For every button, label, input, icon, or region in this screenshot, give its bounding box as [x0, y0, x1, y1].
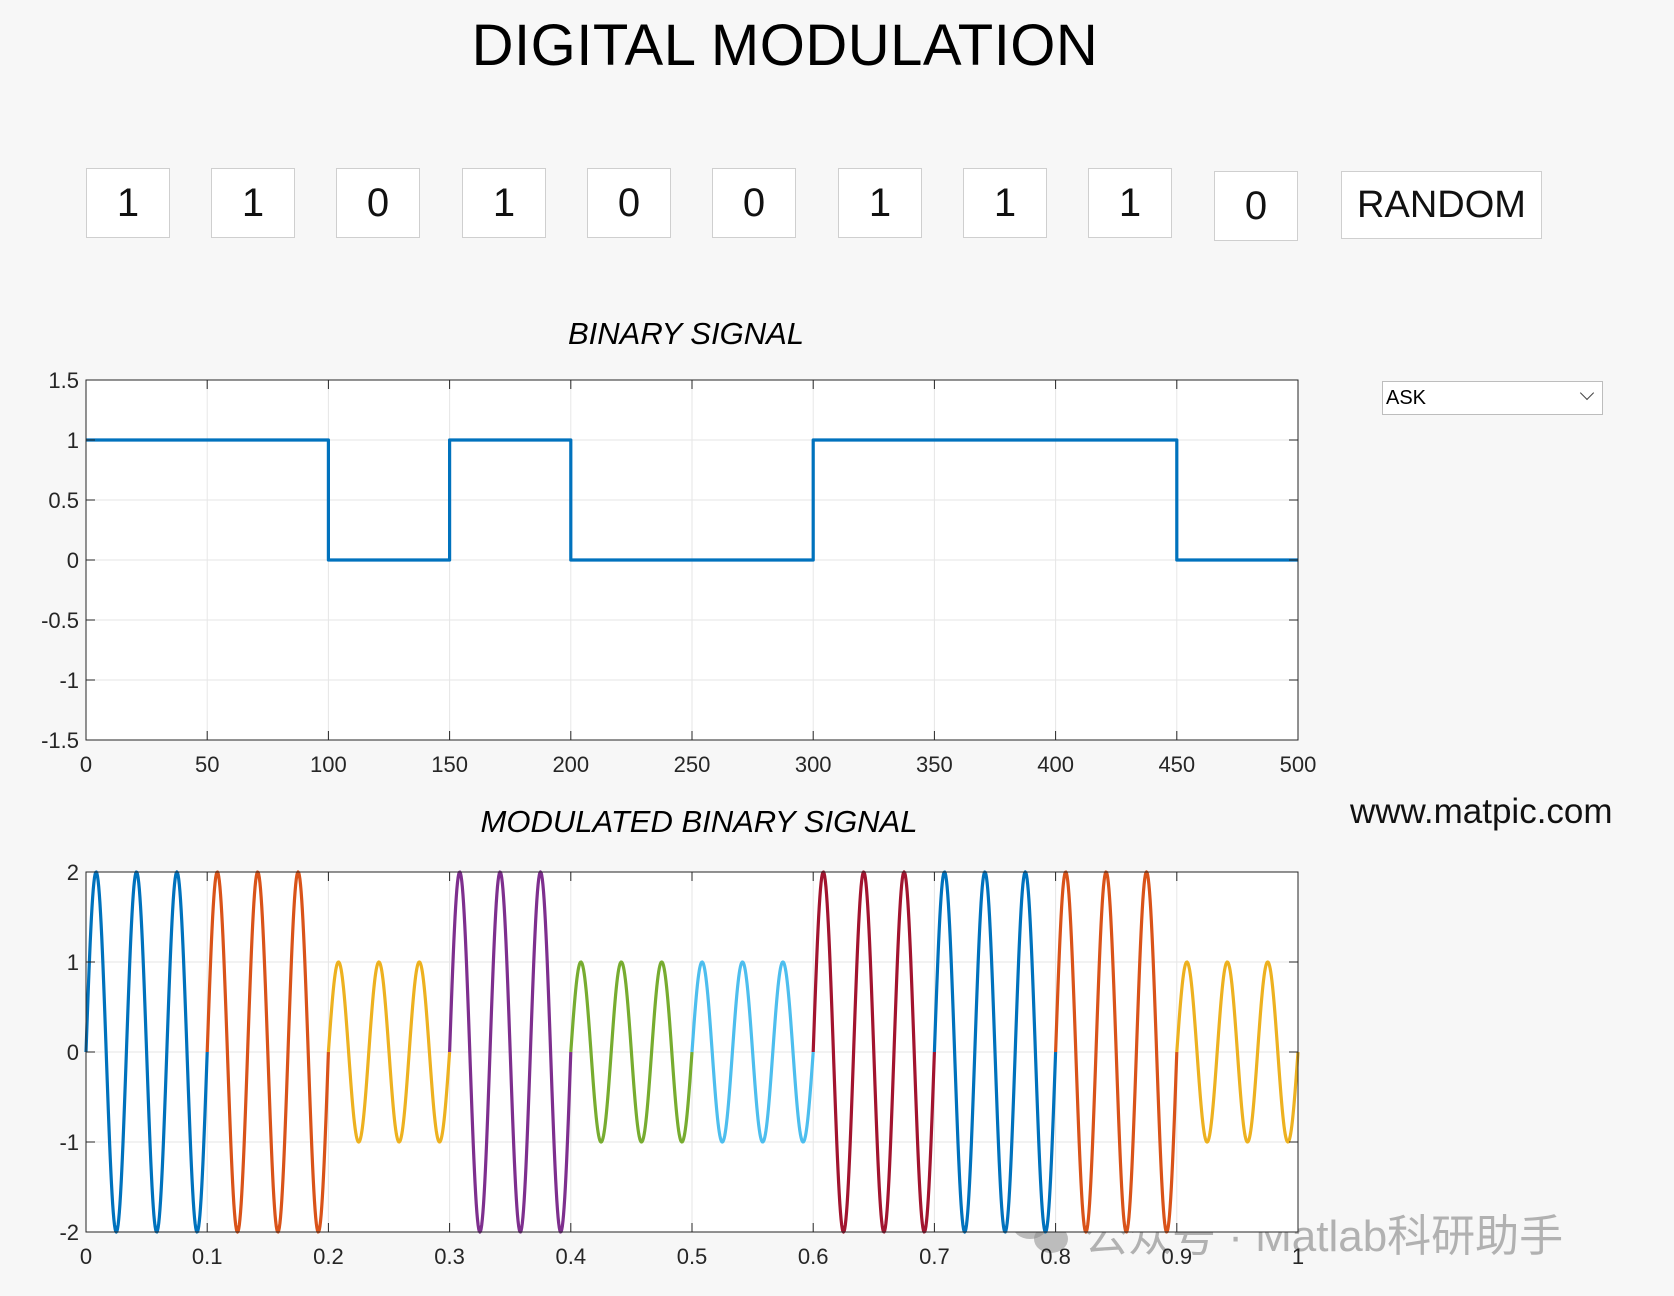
bit-field-6[interactable]: 0 — [712, 168, 796, 238]
modulated-segment-1 — [84, 870, 209, 1234]
x-tick-label: 0.2 — [313, 1244, 344, 1269]
binary-signal-chart: 0 50 100 150 200 250 300 350 400 450 500 1.5 1 0.5 0 -0… — [41, 316, 1316, 777]
modulated-segment-8 — [932, 870, 1058, 1234]
y-tick-label: -0.5 — [41, 608, 79, 633]
x-tick-label: 0.1 — [192, 1244, 223, 1269]
modulated-signal-chart: 0 0.1 0.2 0.3 0.4 0.5 0.6 0.7 0.8 0.9 1 2 1 0 -1 -2 MODU… — [59, 804, 1304, 1269]
x-tick-label: 0.4 — [556, 1244, 587, 1269]
modulation-type-select[interactable]: ASK — [1382, 381, 1603, 415]
page-title: DIGITAL MODULATION — [471, 13, 1099, 78]
y-tick-label: -1 — [59, 668, 79, 693]
modulated-segment-5 — [569, 960, 694, 1144]
chart-title: BINARY SIGNAL — [568, 316, 804, 351]
y-tick-label: 0.5 — [48, 488, 79, 513]
x-tick-label: 50 — [195, 752, 219, 777]
y-tick-label: 1 — [67, 950, 79, 975]
random-button[interactable]: RANDOM — [1341, 171, 1542, 239]
x-tick-label: 400 — [1037, 752, 1074, 777]
x-tick-label: 250 — [674, 752, 711, 777]
modulated-segment-7 — [811, 870, 936, 1234]
bit-field-9[interactable]: 1 — [1088, 168, 1172, 238]
modulated-segment-10 — [1175, 960, 1300, 1144]
x-tick-label: 200 — [552, 752, 589, 777]
bit-field-1[interactable]: 1 — [86, 168, 170, 238]
x-tick-label: 0 — [80, 1244, 92, 1269]
modulated-segment-2 — [205, 870, 330, 1234]
x-tick-label: 100 — [310, 752, 347, 777]
x-tick-label: 300 — [795, 752, 832, 777]
binary-signal-line — [86, 438, 1298, 562]
x-tick-label: 1 — [1292, 1244, 1304, 1269]
modulated-segment-3 — [326, 960, 452, 1144]
modulated-segment-9 — [1054, 870, 1179, 1234]
x-tick-label: 0.6 — [798, 1244, 829, 1269]
bit-field-8[interactable]: 1 — [963, 168, 1047, 238]
x-tick-label: 0.8 — [1040, 1244, 1071, 1269]
bit-field-7[interactable]: 1 — [838, 168, 922, 238]
modulated-segment-6 — [690, 960, 815, 1144]
y-tick-label: -1 — [59, 1130, 79, 1155]
bit-field-5[interactable]: 0 — [587, 168, 671, 238]
x-tick-label: 0.7 — [919, 1244, 950, 1269]
bit-field-3[interactable]: 0 — [336, 168, 420, 238]
bit-field-10[interactable]: 0 — [1214, 171, 1298, 241]
x-tick-label: 0 — [80, 752, 92, 777]
x-tick-label: 0.5 — [677, 1244, 708, 1269]
website-label: www.matpic.com — [1350, 792, 1613, 831]
y-tick-label: 2 — [67, 860, 79, 885]
bit-field-4[interactable]: 1 — [462, 168, 546, 238]
y-tick-label: 0 — [67, 548, 79, 573]
x-tick-label: 0.9 — [1162, 1244, 1193, 1269]
y-tick-label: -1.5 — [41, 728, 79, 753]
y-tick-label: 1 — [67, 428, 79, 453]
x-tick-label: 150 — [431, 752, 468, 777]
bit-field-2[interactable]: 1 — [211, 168, 295, 238]
y-tick-label: 0 — [67, 1040, 79, 1065]
x-tick-label: 350 — [916, 752, 953, 777]
x-tick-label: 450 — [1158, 752, 1195, 777]
modulated-segment-4 — [448, 870, 573, 1234]
x-tick-label: 0.3 — [434, 1244, 465, 1269]
y-tick-label: -2 — [59, 1220, 79, 1245]
x-tick-label: 500 — [1280, 752, 1317, 777]
chart-title: MODULATED BINARY SIGNAL — [481, 804, 918, 839]
y-tick-label: 1.5 — [48, 368, 79, 393]
modulation-type-value: ASK — [1386, 387, 1427, 409]
